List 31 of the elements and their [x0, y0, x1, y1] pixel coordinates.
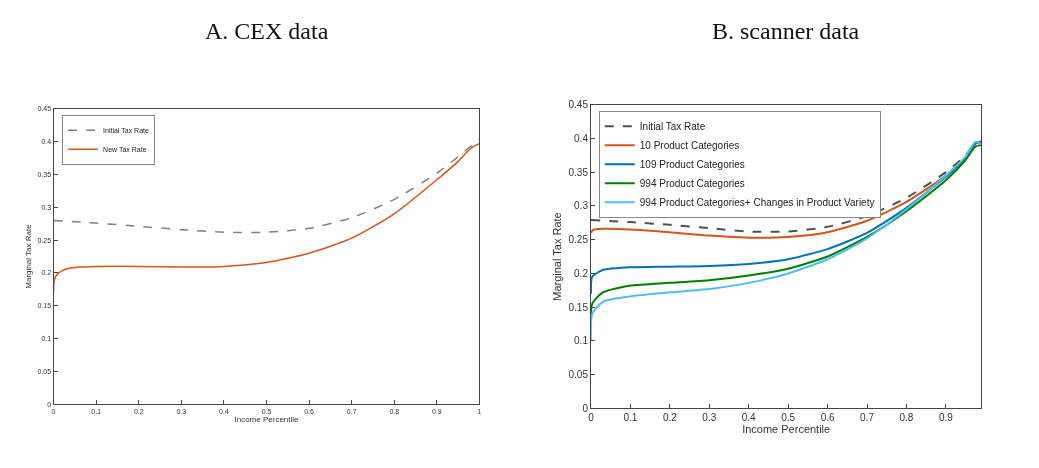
chart-title: A. CEX data — [205, 18, 329, 44]
y-tick-label: 0.45 — [568, 99, 589, 111]
legend-label: 109 Product Categories — [639, 159, 745, 171]
x-tick-label: 0.3 — [702, 412, 717, 424]
legend-label: Initial Tax Rate — [639, 121, 706, 133]
chart-title: B. scanner data — [712, 18, 860, 44]
legend-label: 994 Product Categories — [639, 178, 745, 190]
y-tick-label: 0.25 — [568, 234, 589, 246]
x-axis-title: Income Percentile — [742, 423, 831, 436]
x-tick-label: 0.8 — [899, 412, 914, 424]
x-tick-label: 0.9 — [938, 412, 954, 424]
y-tick-label: 0.05 — [568, 369, 589, 381]
y-tick-label: 0.3 — [574, 200, 589, 212]
x-tick-label: 0.5 — [781, 412, 796, 424]
x-tick-label: 0.6 — [820, 412, 835, 424]
x-tick-label: 0.1 — [623, 412, 638, 424]
x-tick-label: 0.2 — [662, 412, 678, 424]
line-series — [53, 138, 480, 234]
legend-label: 994 Product Categories+ Changes in Product Variety — [639, 197, 875, 209]
line-series — [590, 141, 982, 295]
y-tick-label: 0.15 — [568, 301, 589, 313]
y-tick-label: 0.4 — [574, 132, 589, 144]
x-axis-title: Income Percentile — [234, 414, 300, 424]
legend-label: 10 Product Categories — [639, 140, 740, 152]
y-axis-title: Marginal Tax Rate — [551, 212, 564, 301]
x-tick-label: 0.4 — [741, 412, 757, 424]
y-axis-title: Marginal Tax Rate — [24, 223, 34, 289]
y-tick-label: 0.1 — [574, 335, 589, 347]
y-tick-label: 0.35 — [568, 166, 589, 178]
x-tick-label: 0.7 — [860, 412, 875, 424]
y-tick-label: 0.2 — [574, 267, 589, 279]
